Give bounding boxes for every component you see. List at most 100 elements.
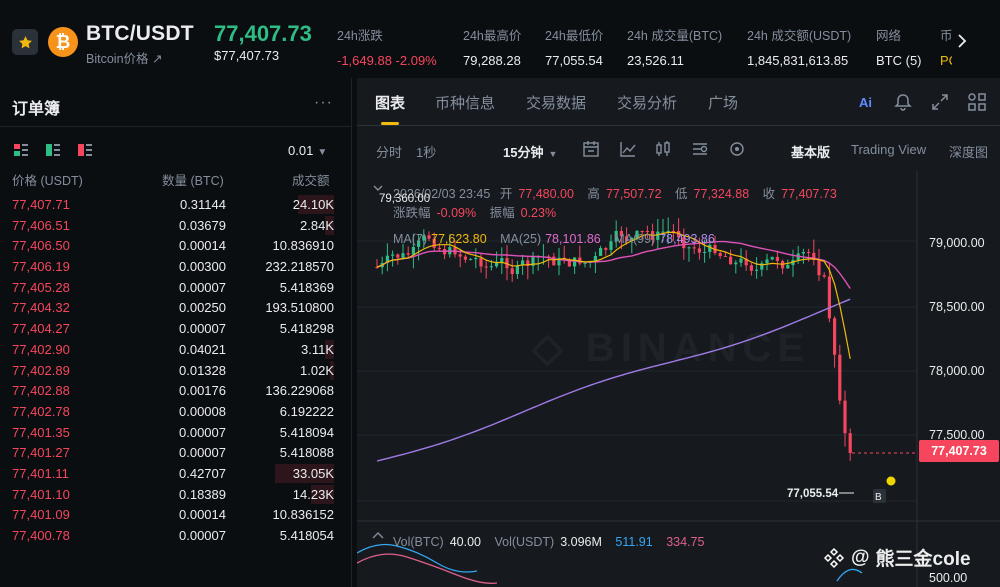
ma-readout: MA(7) 77,623.80 MA(25) 78,101.86 MA(99) 78,… [393, 232, 715, 246]
ask-rows: 77,407.71 0.31144 24.10K 77,406.51 0.03679 2.… [0, 194, 352, 546]
time-sharing-button[interactable]: 分时 [376, 145, 403, 160]
ask-row[interactable]: 77,401.10 0.18389 14.23K [0, 484, 352, 505]
settings-lines-icon[interactable] [691, 140, 709, 158]
y-axis-label: 79,000.00 [929, 236, 985, 250]
interval-1s-button[interactable]: 1秒 [416, 145, 437, 160]
more-icon[interactable]: ··· [314, 94, 333, 111]
last-price-usd: $77,407.73 [214, 48, 280, 63]
ask-row[interactable]: 77,401.09 0.00014 10.836152 [0, 504, 352, 525]
ask-total: 136.229068 [265, 383, 334, 399]
ma25-line [376, 240, 851, 289]
candle-body [552, 256, 556, 266]
stat-label: 24h最高价 [463, 29, 522, 43]
view-asks-icon[interactable] [78, 144, 92, 156]
candle-date: 2026/02/03 23:45 [393, 187, 491, 201]
basic-view-button[interactable]: 基本版 [791, 145, 831, 160]
interval-15m-select[interactable]: 15分钟 ▼ [503, 142, 557, 161]
watermark-text: 熊三金cole [875, 549, 971, 570]
ask-total: 24.10K [292, 197, 334, 212]
stat-network[interactable]: 网络 BTC (5) [876, 25, 922, 68]
ask-row[interactable]: 77,402.90 0.04021 3.11K [0, 339, 352, 360]
precision-select[interactable]: 0.01 ▼ [288, 143, 327, 158]
ask-row[interactable]: 77,401.35 0.00007 5.418094 [0, 422, 352, 443]
candlestick-chart[interactable]: ◇ BINANCE B [357, 171, 1000, 587]
depth-chart-button[interactable]: 深度图 [949, 145, 989, 160]
indicator-icon[interactable] [619, 140, 637, 158]
ask-qty: 0.00300 [179, 259, 226, 275]
collapse-icon[interactable] [372, 532, 384, 539]
calendar-icon[interactable] [582, 140, 600, 158]
candle-body [578, 257, 582, 264]
volume-readout: Vol(BTC) 40.00 Vol(USDT) 3.096M 511.91 334… [393, 535, 704, 549]
coin-price-link[interactable]: Bitcoin价格 ↗ [86, 52, 163, 66]
tradingview-button[interactable]: Trading View [851, 142, 927, 157]
ask-qty: 0.00007 [179, 424, 226, 440]
tab-chart[interactable]: 图表 [375, 95, 406, 112]
ask-price: 77,401.11 [12, 465, 69, 481]
vol-ma2-value: 334.75 [666, 535, 705, 549]
candle-body [599, 248, 603, 256]
ask-row[interactable]: 77,406.50 0.00014 10.836910 [0, 235, 352, 256]
candle-type-icon[interactable] [654, 140, 672, 158]
ask-price: 77,405.28 [12, 279, 70, 295]
candle-body [703, 251, 707, 253]
ask-price: 77,402.78 [12, 403, 70, 419]
ask-total: 5.418369 [279, 279, 334, 295]
tab-trading-analysis[interactable]: 交易分析 [617, 95, 678, 112]
view-both-icon[interactable] [14, 144, 28, 156]
ask-total: 33.05K [292, 465, 334, 481]
candle-body [385, 255, 389, 263]
tab-trading-data[interactable]: 交易数据 [526, 95, 587, 112]
candle-body [557, 257, 561, 266]
ask-total: 1.02K [300, 362, 334, 378]
ask-row[interactable]: 77,401.11 0.42707 33.05K [0, 463, 352, 484]
candle-body [474, 257, 478, 260]
stat-value: -1,649.88 -2.09% [337, 53, 437, 68]
ask-row[interactable]: 77,404.27 0.00007 5.418298 [0, 318, 352, 339]
view-bids-icon[interactable] [46, 144, 60, 156]
ask-row[interactable]: 77,400.78 0.00007 5.418054 [0, 525, 352, 546]
candle-body [765, 259, 769, 264]
bell-icon[interactable] [893, 92, 913, 112]
replay-icon[interactable]: B [873, 489, 886, 503]
layout-grid-icon[interactable] [967, 92, 987, 112]
candle-body [630, 237, 634, 242]
svg-text:Ai: Ai [859, 95, 872, 110]
ask-row[interactable]: 77,401.27 0.00007 5.418088 [0, 442, 352, 463]
candle-body [755, 269, 759, 271]
tab-square[interactable]: 广场 [708, 95, 739, 112]
target-icon[interactable] [728, 140, 746, 158]
chevron-right-icon[interactable] [955, 32, 969, 50]
ask-row[interactable]: 77,407.71 0.31144 24.10K [0, 194, 352, 215]
chart-panel: 图表 币种信息 交易数据 交易分析 广场 Ai 分时 1秒 15分钟 ▼ 基本版 … [357, 78, 1000, 587]
ask-total: 5.418298 [279, 321, 334, 337]
ma7-line [376, 231, 851, 359]
candle-body [744, 258, 748, 266]
active-tab-indicator [381, 122, 399, 125]
ask-price: 77,404.32 [12, 300, 70, 316]
ask-row[interactable]: 77,402.78 0.00008 6.192222 [0, 401, 352, 422]
low-label: 低 [675, 187, 688, 201]
expand-icon[interactable] [930, 92, 950, 112]
ask-total: 2.84K [300, 217, 334, 233]
collapse-icon[interactable] [373, 185, 383, 191]
ask-row[interactable]: 77,402.88 0.00176 136.229068 [0, 380, 352, 401]
candle-body [417, 240, 421, 247]
candle-body [396, 254, 400, 258]
ask-row[interactable]: 77,404.32 0.00250 193.510800 [0, 297, 352, 318]
ask-row[interactable]: 77,406.51 0.03679 2.84K [0, 215, 352, 236]
favorite-star-button[interactable] [12, 29, 38, 55]
ma7-label: MA(7) [393, 232, 428, 246]
candle-body [406, 253, 410, 255]
tab-coin-info[interactable]: 币种信息 [435, 95, 496, 112]
ask-row[interactable]: 77,405.28 0.00007 5.418369 [0, 277, 352, 298]
candle-body [770, 256, 774, 260]
pair-title[interactable]: BTC/USDT [86, 22, 194, 45]
event-dot-icon[interactable] [886, 476, 896, 486]
ai-icon[interactable]: Ai [857, 92, 877, 112]
candle-body [489, 266, 493, 268]
ask-row[interactable]: 77,402.89 0.01328 1.02K [0, 360, 352, 381]
ask-total: 5.418088 [279, 445, 334, 461]
ask-row[interactable]: 77,406.19 0.00300 232.218570 [0, 256, 352, 277]
ask-qty: 0.00176 [179, 383, 226, 399]
